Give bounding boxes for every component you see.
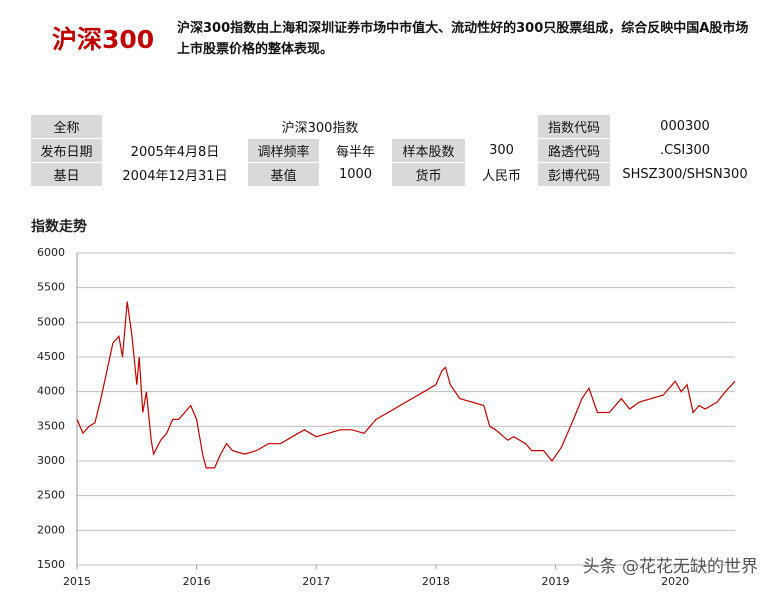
description: 沪深300指数由上海和深圳证券市场中市值大、流动性好的300只股票组成，综合反映…: [177, 21, 749, 57]
y-tick-label: 3500: [37, 419, 65, 432]
label-cell: 路透代码: [538, 139, 610, 162]
y-tick-label: 5000: [37, 315, 65, 328]
value-cell: 2004年12月31日: [122, 169, 228, 184]
label-cell: 基值: [248, 163, 319, 186]
x-tick-label: 2015: [63, 575, 91, 588]
chart-title: 指数走势: [31, 218, 87, 235]
x-tick-label: 2018: [422, 575, 450, 588]
table-row: 基日 2004年12月31日 基值 1000 货币 人民币 彭博代码 SHSZ3…: [31, 163, 760, 186]
y-tick-label: 2500: [37, 489, 65, 502]
table-row: 发布日期 2005年4月8日 调样频率 每半年 样本股数 300 路透代码 .C…: [31, 139, 760, 162]
y-tick-label: 1500: [37, 558, 65, 571]
y-tick-label: 2000: [37, 523, 65, 536]
y-tick-label: 5500: [37, 281, 65, 294]
table-row: 全称 沪深300指数 指数代码 000300: [31, 115, 760, 138]
label-cell: 彭博代码: [538, 163, 610, 186]
label-cell: 发布日期: [31, 139, 102, 162]
value-cell: 每半年: [335, 145, 375, 160]
x-tick-label: 2020: [661, 575, 689, 588]
y-tick-label: 4000: [37, 385, 65, 398]
index-line: [76, 301, 736, 469]
value-cell: .CSI300: [659, 143, 711, 158]
index-title: 沪深300: [52, 25, 155, 54]
value-cell: 人民币: [481, 169, 521, 184]
value-cell: 沪深300指数: [281, 121, 359, 136]
watermark: 头条 @花花无缺的世界: [583, 557, 758, 577]
value-cell: 2005年4月8日: [130, 145, 220, 160]
y-tick-label: 6000: [37, 246, 65, 259]
label-cell: 指数代码: [538, 115, 610, 138]
y-tick-label: 4500: [37, 350, 65, 363]
label-cell: 全称: [31, 115, 102, 138]
value-cell: 1000: [338, 167, 373, 182]
label-cell: 样本股数: [392, 139, 465, 162]
y-tick-label: 3000: [37, 454, 65, 467]
x-tick-label: 2016: [183, 575, 211, 588]
info-table: 全称 沪深300指数 指数代码 000300 发布日期 2005年4月8日 调样…: [31, 114, 760, 187]
label-cell: 货币: [392, 163, 465, 186]
x-tick-label: 2019: [542, 575, 570, 588]
x-tick-label: 2017: [302, 575, 330, 588]
value-cell: 300: [489, 143, 514, 158]
value-cell: SHSZ300/SHSN300: [622, 167, 748, 182]
label-cell: 调样频率: [248, 139, 319, 162]
value-cell: 000300: [660, 119, 710, 134]
label-cell: 基日: [31, 163, 102, 186]
